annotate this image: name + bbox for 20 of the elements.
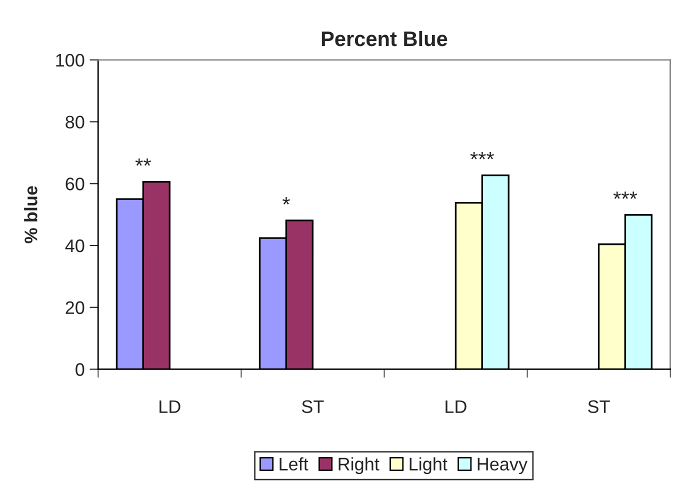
y-tick-label: 60 (66, 178, 84, 190)
y-axis-title: % blue (24, 186, 38, 244)
x-tick-label: LD (446, 400, 466, 413)
y-tick-label: 100 (56, 54, 84, 67)
x-tick-label: LD (160, 400, 180, 413)
chart-title: Percent Blue (322, 30, 448, 46)
y-tick-label: 80 (66, 116, 84, 128)
x-tick-label: ST (588, 400, 610, 414)
annotation: ** (135, 158, 151, 166)
y-tick-label: 20 (66, 301, 84, 314)
y-tick-label: 40 (65, 239, 84, 252)
annotation: * (282, 197, 290, 204)
annotation: *** (470, 152, 494, 160)
y-tick-label: 0 (76, 363, 84, 376)
legend-label: Heavy (478, 458, 528, 474)
legend-label: Light (410, 457, 448, 474)
legend-label: Left (280, 457, 308, 471)
legend-label: Right (338, 457, 380, 474)
annotation: *** (613, 192, 638, 199)
x-tick-label: ST (302, 400, 324, 414)
